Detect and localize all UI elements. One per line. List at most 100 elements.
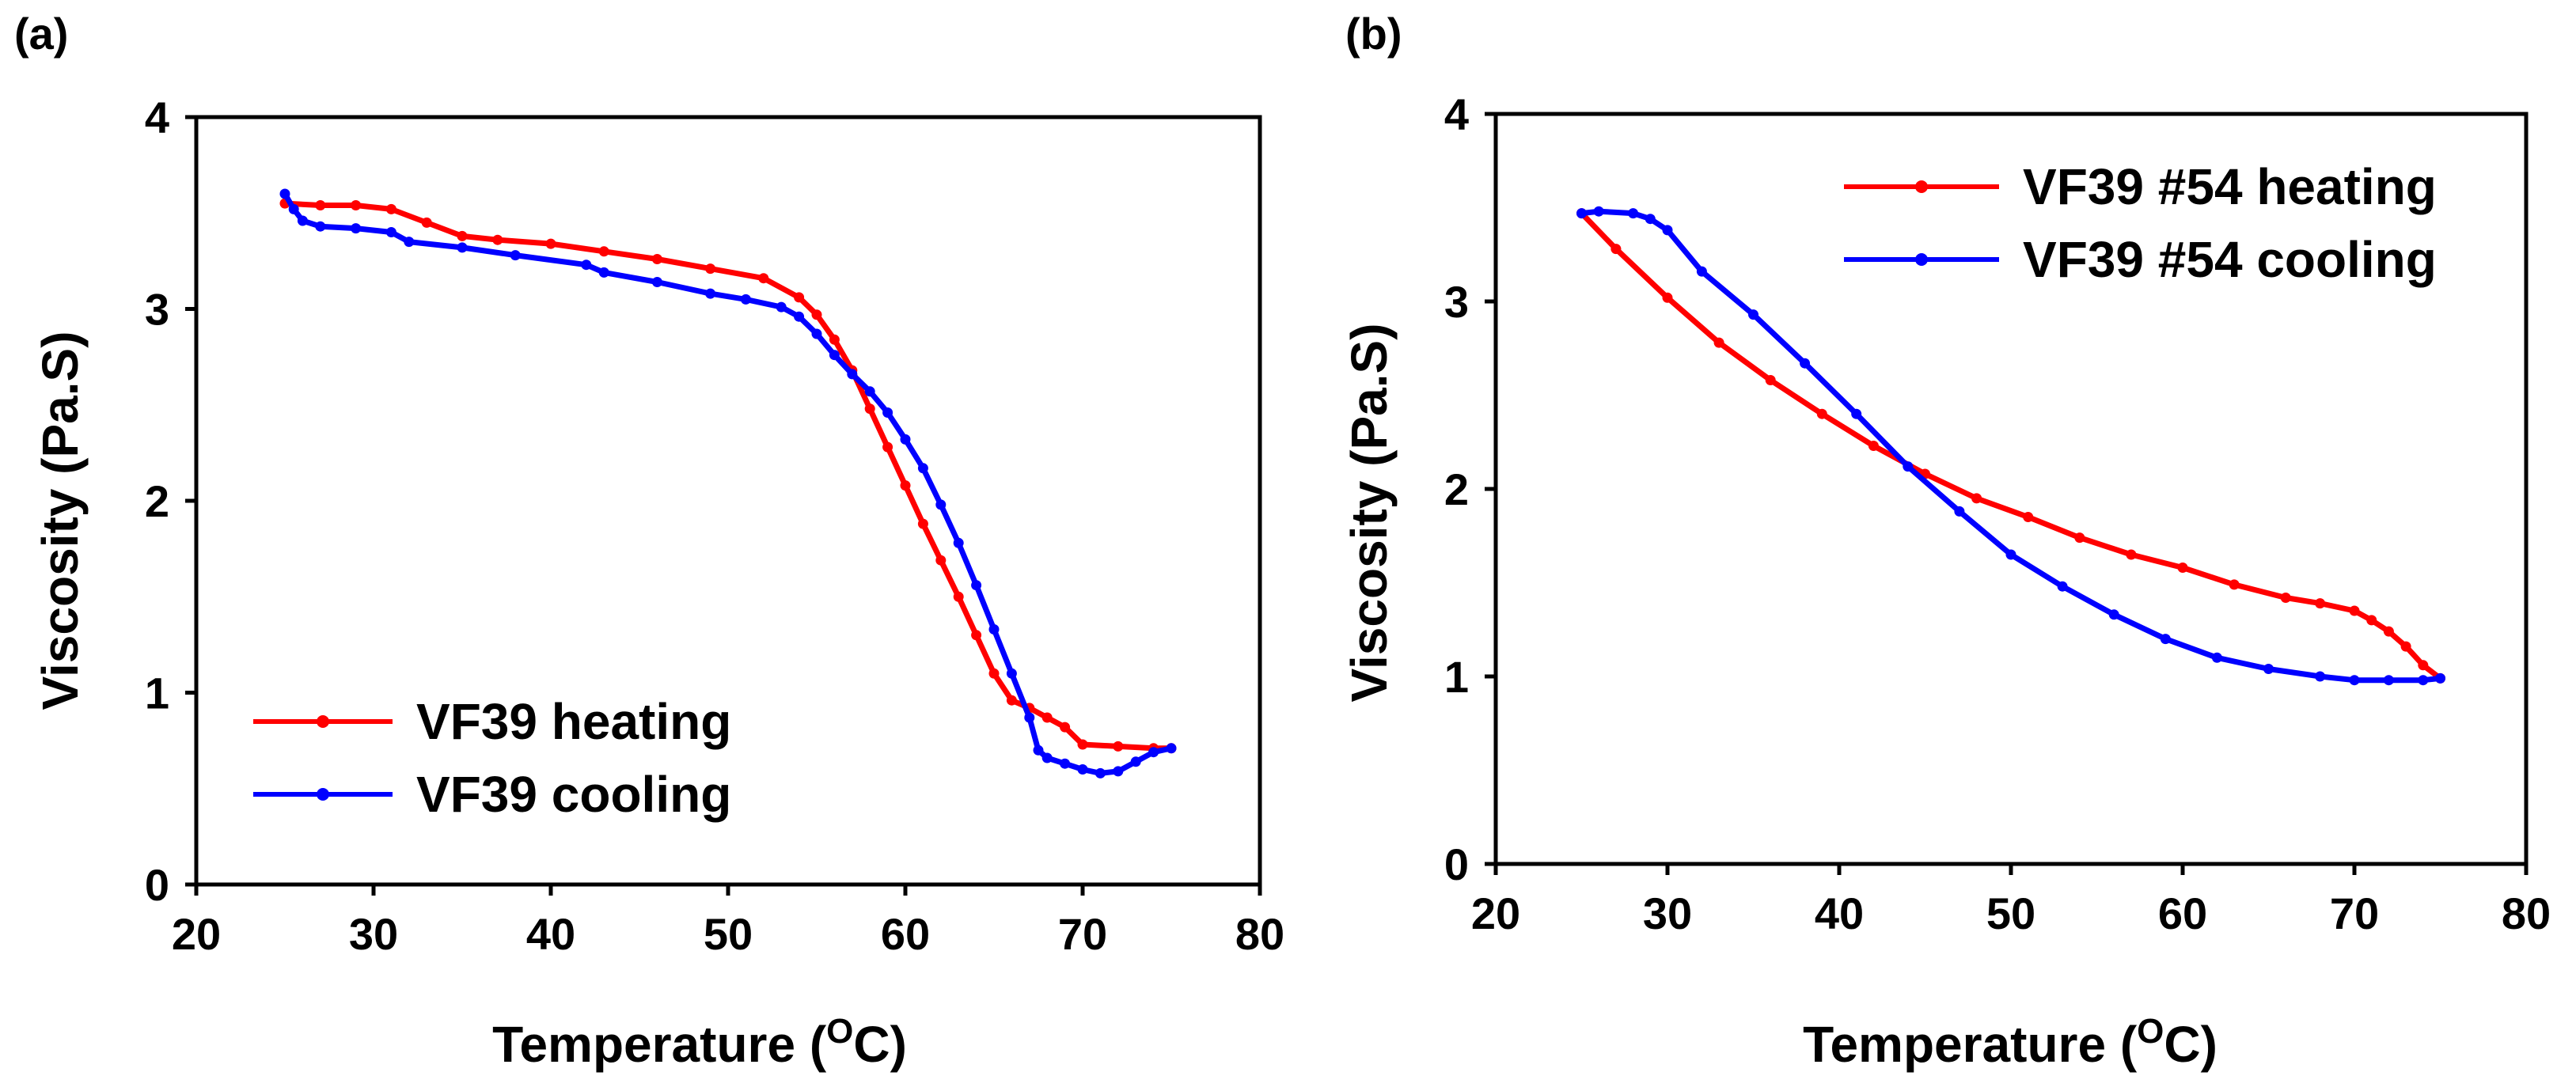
panel-b-series-1-point [2005,549,2016,560]
panel-a-series-1-point [988,624,1000,635]
panel-b-series-1-point [2160,634,2171,645]
panel-b-series-1-point [1954,506,1965,517]
panel-b-series-0-point [2023,512,2034,522]
panel-a-series-1-point [847,369,858,380]
panel-a-series-0-point [953,591,964,602]
panel-b-x-tick-label: 30 [1643,888,1692,938]
panel-a-series-1-point [297,215,308,226]
panel-b-series-1-point [1628,208,1639,219]
panel-a-series-1-point [598,267,609,278]
panel-b-series-1-point [1903,461,1914,472]
panel-a-series-1-point [935,499,947,510]
panel-b-series-0-line [1579,210,2443,681]
panel-b-series-1-point [1576,208,1587,219]
panel-b-series-0-point [1868,441,1879,451]
panel-a-series-1-point [1166,743,1177,754]
panel-a-series-0-point [794,292,805,303]
panel-b-series-1-point [2435,672,2445,684]
panel-b-series-1-point [1645,214,1656,225]
panel-b-series-1-point [2383,675,2394,686]
panel-b-x-tick-label: 60 [2158,888,2207,938]
panel-a-x-tick-label: 20 [172,909,221,959]
panel-b-y-tick-label: 0 [1444,839,1469,889]
panel-b-x-tick-label: 20 [1471,888,1520,938]
panel-b-series-1-point [2057,581,2068,592]
panel-a-series-1-point [351,223,362,234]
panel-b-series-0-point [2229,579,2240,590]
panel-a-y-axis-title: Viscosity (Pa.S) [32,331,89,710]
panel-b-legend-label-0: VF39 #54 heating [2023,158,2437,215]
panel-a-plot-area: 0 1 2 3 4 20 30 40 50 60 70 80 [145,93,1284,959]
panel-a-series-0-point [385,203,396,214]
panel-a-series-1-point [1024,712,1035,723]
panel-b-y-tick-label: 2 [1444,464,1469,514]
panel-b-label: (b) [1345,9,1402,59]
panel-a-x-tick-label: 80 [1235,909,1284,959]
panel-a-series-1-point [864,386,875,397]
panel-a-legend-marker-0 [317,715,329,728]
panel-a-series-1-point [581,259,592,271]
panel-a-series-1-point [288,203,299,214]
panel-a-series-0-point [971,630,982,641]
panel-a-series-1-point [404,237,415,248]
panel-a-series-0-point [1041,712,1053,723]
panel-a-legend-marker-1 [317,788,329,801]
panel-a-series-0-point [545,238,556,249]
panel-a-series-1-point [457,242,468,253]
panel-b-series-1-point [1696,266,1707,277]
panel-b-legend-marker-1 [1915,253,1928,266]
panel-a-x-tick-label: 70 [1058,909,1107,959]
panel-a: (a) 0 1 2 3 4 20 30 40 50 60 70 80 Temperature (OC)… [14,9,1284,1073]
panel-b-series-0-point [1816,408,1827,419]
panel-a-x-axis-title-text: Temperature ( [492,1016,827,1073]
panel-a-x-tick-label: 40 [526,909,575,959]
panel-a-x-tick-label: 50 [704,909,753,959]
panel-a-series-0-point [1113,741,1124,752]
panel-b-series-0-point [1610,244,1622,255]
panel-b-y-tick-label: 3 [1444,277,1469,327]
panel-a-series-1-point [510,250,521,261]
panel-b-series-1-point [2418,675,2429,686]
panel-b-series-0-point [2366,615,2377,626]
panel-a-series-1-point [776,301,787,313]
panel-a-series-0-point [1077,739,1088,750]
panel-a-series-1-point [882,407,893,418]
panel-b-x-axis-title-superscript: O [2137,1012,2164,1051]
panel-a-y-tick-label: 3 [145,285,169,335]
panel-a-series-1-point [1130,756,1141,767]
panel-a-series-0-point [598,246,609,257]
panel-a-series-1-point [971,580,982,591]
panel-a-series-0-point [457,230,468,241]
panel-b-series-0-point [2418,660,2429,671]
panel-b-y-tick-label: 1 [1444,652,1469,702]
panel-a-series-0-point [882,441,893,453]
panel-b-series-1-point [2349,675,2360,686]
panel-a-legend-label-1: VF39 cooling [416,766,731,823]
panel-a-series-1-point [1041,752,1053,763]
panel-a-series-1-point [829,350,840,361]
panel-a-series-1-point [1077,764,1088,775]
panel-a-y-tick-label: 2 [145,476,169,526]
panel-b-series-0-point [2349,605,2360,616]
panel-a-series-1-point [1113,766,1124,777]
panel-a-y-tick-label: 4 [145,93,169,142]
panel-a-series-1-point [740,294,751,305]
panel-b-series-0-point [2177,563,2188,573]
panel-a-legend-label-0: VF39 heating [416,693,731,750]
panel-a-series-1-point [917,463,928,474]
panel-a-series-0-point [917,518,928,529]
panel-b-series-0-point [1765,375,1776,385]
panel-a-series-0-point [935,555,947,566]
panel-b-series-0-point [2280,593,2291,603]
panel-b-series-0-point [2383,626,2394,637]
panel-b-plot-area: 0 1 2 3 4 20 30 40 50 60 70 80 [1444,89,2551,938]
panel-a-legend: VF39 heating VF39 cooling [253,693,731,823]
panel-b-y-tick-label: 4 [1444,89,1469,139]
panel-a-series-0-point [705,263,716,275]
panel-a-series-1-point [794,311,805,322]
panel-a-series-0-point [421,217,432,228]
panel-b-series-1-point [1748,309,1758,320]
panel-b-series-0-point [2074,532,2085,544]
panel-a-x-tick-label: 30 [349,909,398,959]
